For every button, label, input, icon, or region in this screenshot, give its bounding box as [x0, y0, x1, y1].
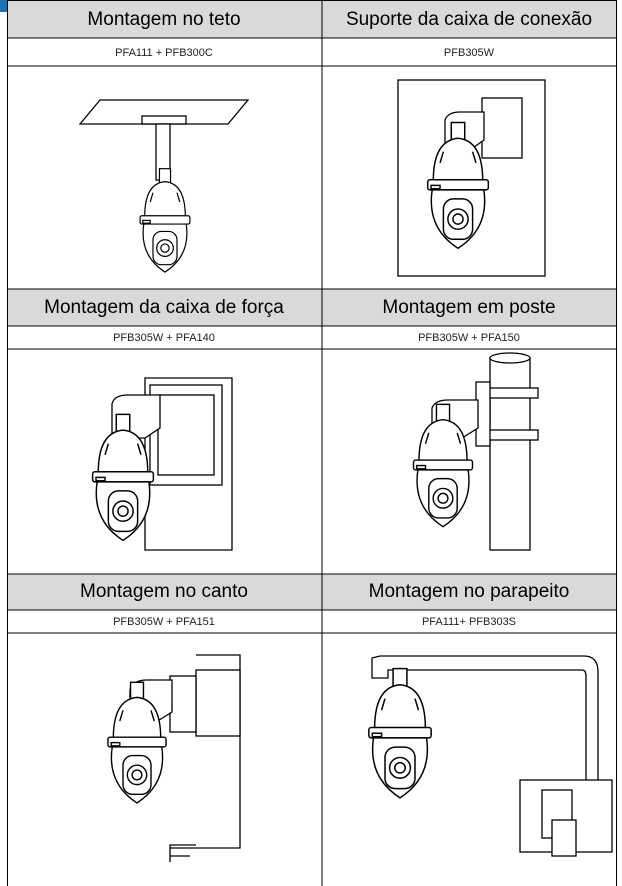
illustration-corner — [107, 654, 241, 862]
illustration-power-box — [91, 377, 233, 551]
model: PFB305W + PFA151 — [113, 616, 215, 628]
corner-mark — [0, 0, 7, 12]
cell-title: Montagem no teto — [87, 9, 240, 30]
illustration-junction-box — [397, 79, 546, 277]
illustration-pole — [412, 352, 539, 551]
model: PFB305W + PFA140 — [113, 332, 215, 344]
model: PFA111+ PFB303S — [422, 616, 516, 628]
illustration-parapet — [368, 655, 613, 857]
cell-title: Montagem da caixa de força — [44, 297, 284, 318]
texts: Montagem no teto Suporte da caixa de con… — [44, 9, 592, 628]
model: PFB305W — [444, 47, 495, 59]
cell-title: Montagem no parapeito — [369, 581, 570, 602]
model: PFA111 + PFB300C — [115, 47, 213, 59]
cell-title: Suporte da caixa de conexão — [346, 9, 592, 30]
cell-title: Montagem no canto — [80, 581, 248, 602]
model: PFB305W + PFA150 — [418, 332, 520, 344]
illustration-ceiling — [78, 99, 250, 273]
header-bands — [7, 0, 617, 610]
table-grid — [7, 0, 617, 886]
cell-title: Montagem em poste — [382, 297, 555, 318]
